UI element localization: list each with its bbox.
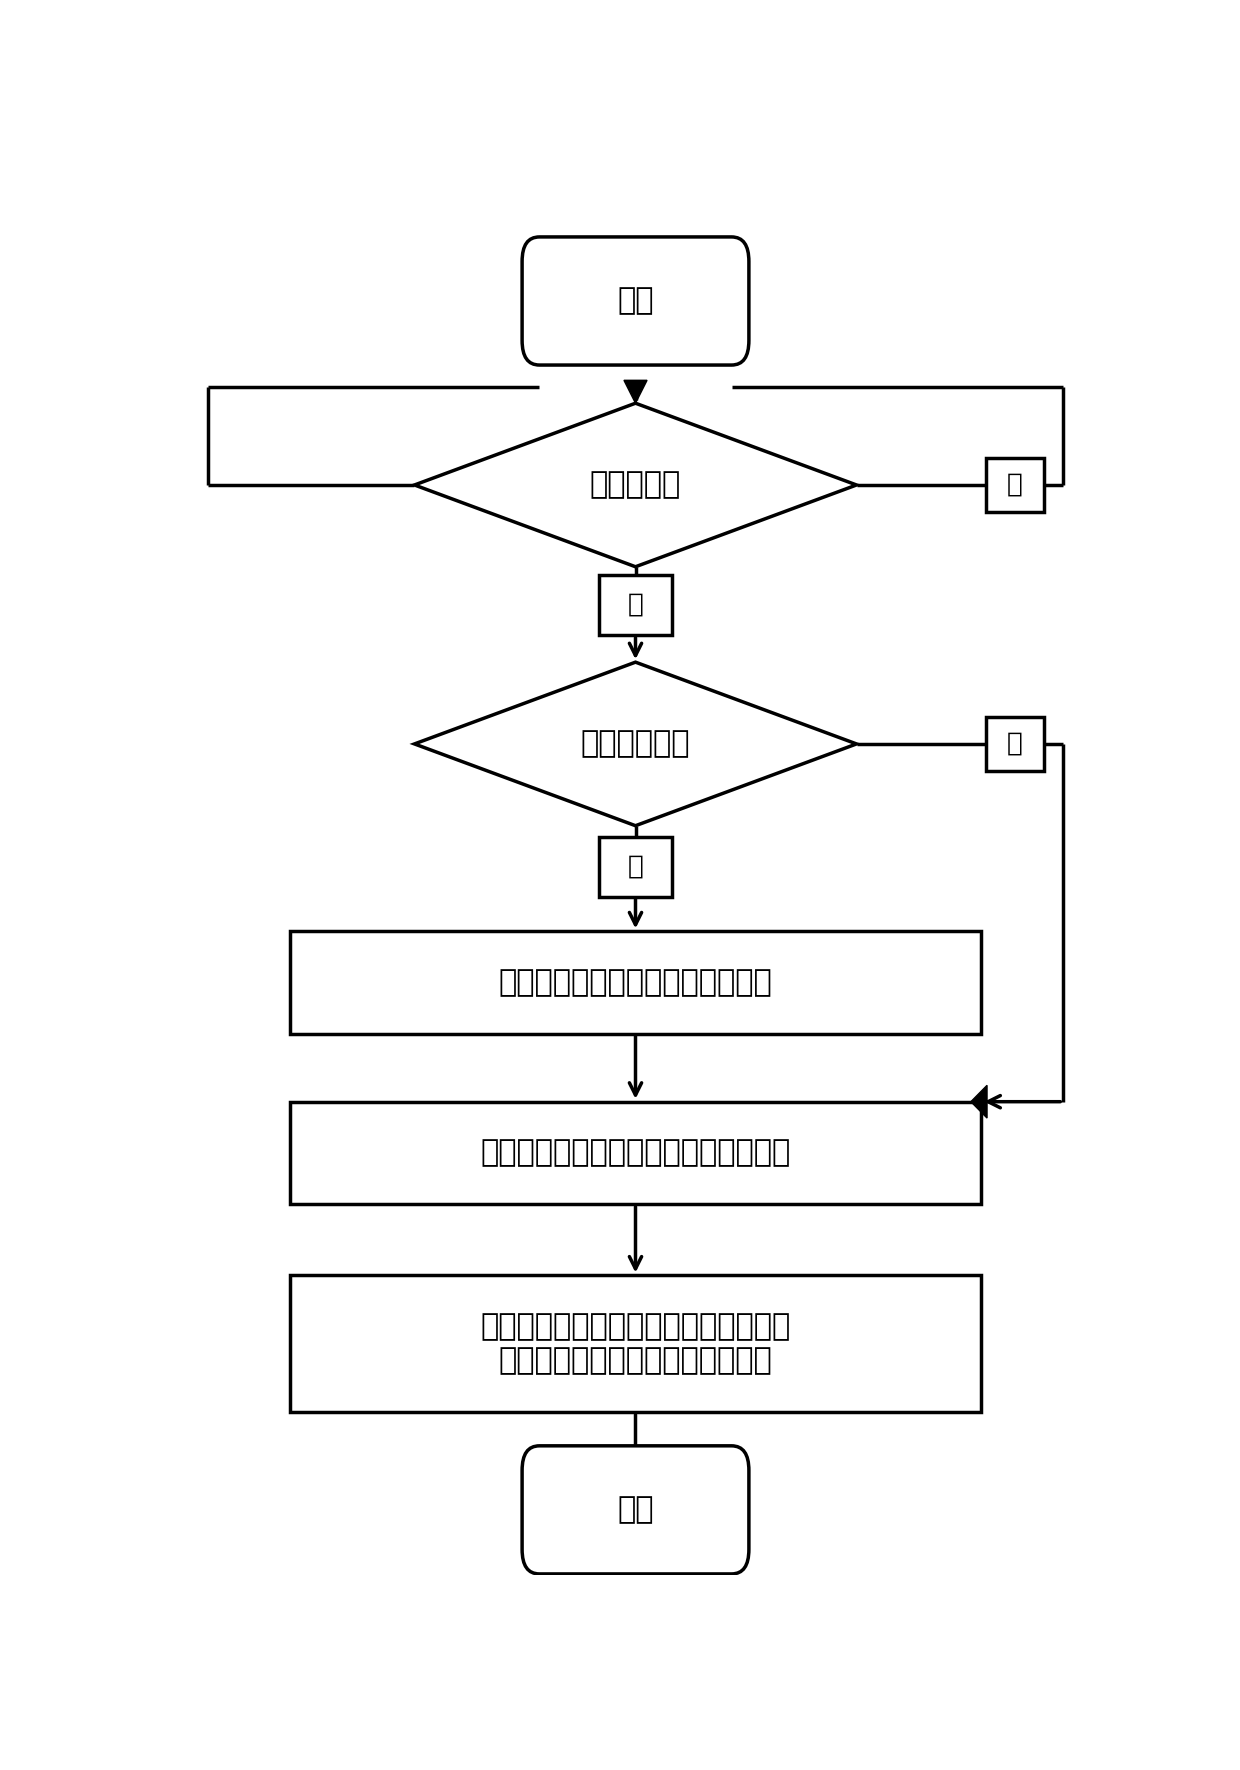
FancyBboxPatch shape [522, 237, 749, 365]
Polygon shape [414, 404, 857, 566]
Text: 开始: 开始 [618, 287, 653, 315]
Text: 通过中心服务器获取车辆档案信息: 通过中心服务器获取车辆档案信息 [498, 968, 773, 997]
Text: 返回: 返回 [618, 1496, 653, 1524]
Bar [986, 717, 1044, 772]
FancyBboxPatch shape [522, 1446, 749, 1574]
Text: 车辆启动？: 车辆启动？ [590, 471, 681, 499]
Bar [599, 837, 672, 897]
Text: 有档案信息？: 有档案信息？ [580, 729, 691, 758]
Text: 否: 否 [1007, 473, 1023, 497]
Polygon shape [624, 381, 647, 404]
Text: 将油耗、时间、位置、速度、载重上传
到中心服务器，统计分析生成报表: 将油耗、时间、位置、速度、载重上传 到中心服务器，统计分析生成报表 [480, 1312, 791, 1375]
Polygon shape [971, 1085, 987, 1119]
Bar [986, 458, 1044, 512]
Text: 采集车辆工况数据，计算车辆瞬时油耗: 采集车辆工况数据，计算车辆瞬时油耗 [480, 1138, 791, 1166]
Bar [599, 575, 672, 635]
Text: 是: 是 [627, 591, 644, 618]
Text: 是: 是 [1007, 731, 1023, 758]
Bar [290, 931, 982, 1034]
Bar [290, 1276, 982, 1412]
Polygon shape [414, 662, 857, 825]
Bar [290, 1101, 982, 1204]
Text: 否: 否 [627, 853, 644, 880]
